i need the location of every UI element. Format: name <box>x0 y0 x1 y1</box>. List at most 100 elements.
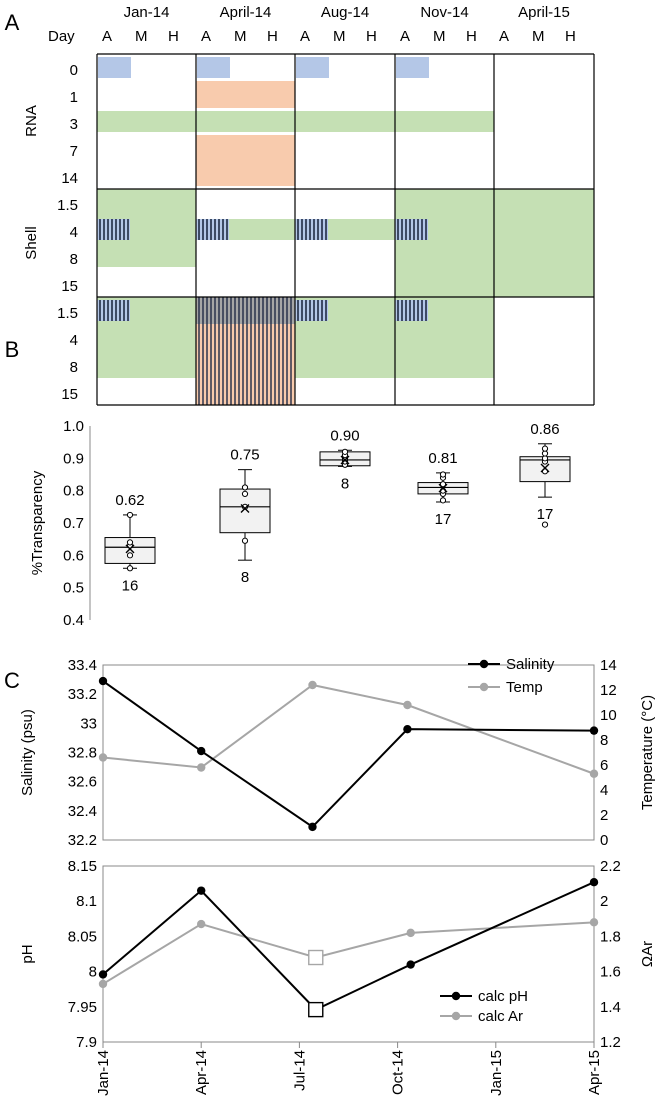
series-point <box>98 979 108 989</box>
right-tick-label: 1.6 <box>600 964 621 981</box>
g3-striped-cell <box>395 300 428 321</box>
sample-size-label: 8 <box>241 569 249 586</box>
data-point <box>241 490 249 497</box>
data-point <box>126 552 134 559</box>
shell-striped-cell <box>395 219 428 240</box>
y-tick-label: 0.8 <box>63 483 84 500</box>
rna-day1-cell <box>196 81 295 108</box>
mean-marker <box>340 455 350 465</box>
left-axis-label: Salinity (psu) <box>19 709 36 796</box>
plot-frame <box>102 865 595 1043</box>
legend-marker <box>479 682 489 692</box>
left-tick-label: 8.1 <box>76 893 97 910</box>
right-axis-label: ΩAr <box>639 941 656 967</box>
right-axis-label: Temperature (°C) <box>639 695 656 810</box>
right-tick-label: 1.8 <box>600 928 621 945</box>
right-tick-label: 0 <box>600 832 608 849</box>
subcol-header: M <box>333 28 346 45</box>
legend-marker <box>479 659 489 669</box>
data-point <box>541 521 549 528</box>
month-header: April-15 <box>518 4 570 21</box>
left-tick-label: 32.8 <box>68 745 97 762</box>
y-axis-label: %Transparency <box>29 470 46 575</box>
left-axis-label: pH <box>19 944 36 963</box>
series-point <box>589 877 599 887</box>
y-tick-label: 1.0 <box>63 418 84 435</box>
mean-value-label: 0.75 <box>230 447 259 464</box>
month-header: Jan-14 <box>124 4 170 21</box>
g3-striped-cell <box>97 300 130 321</box>
legend-label: Salinity <box>506 656 555 673</box>
plot-frame <box>102 664 595 841</box>
rna-day0-cell <box>98 57 131 78</box>
group-label-rna: RNA <box>23 105 40 137</box>
subcol-header: M <box>532 28 545 45</box>
series-point <box>406 960 415 969</box>
right-tick-label: 2.2 <box>600 858 621 875</box>
data-point <box>126 539 134 546</box>
panel-a-schedule: A Day Jan-14 April-14 Aug-14 Nov-14 April-15 A M… <box>5 4 595 406</box>
subcol-header: M <box>234 28 247 45</box>
day-label: 4 <box>70 224 78 241</box>
series-point <box>197 919 206 929</box>
series-point <box>98 753 108 762</box>
day-label: 8 <box>70 359 78 376</box>
data-point <box>341 448 349 455</box>
day-header: Day <box>48 28 75 45</box>
mean-marker <box>438 483 448 493</box>
y-tick-label: 0.6 <box>63 547 84 564</box>
series-point <box>98 676 108 686</box>
legend-marker <box>451 991 461 1001</box>
series-point <box>403 700 412 710</box>
series-point <box>308 822 317 832</box>
x-tick-label: Oct-14 <box>390 1050 407 1095</box>
day-label: 1.5 <box>57 197 78 214</box>
rna-day0-cell <box>396 57 429 78</box>
mean-value-label: 0.81 <box>428 450 457 467</box>
shell-striped-cell <box>97 219 130 240</box>
subcol-header: H <box>565 28 576 45</box>
right-tick-label: 2 <box>600 893 608 910</box>
subcol-header: A <box>400 28 410 45</box>
right-tick-label: 6 <box>600 757 608 774</box>
subcol-header: A <box>201 28 211 45</box>
sample-size-label: 17 <box>435 511 452 528</box>
rna-day7-14-cell <box>196 135 295 186</box>
data-point <box>439 497 447 504</box>
day-label: 4 <box>70 332 78 349</box>
panel-b-boxplot: B 1.0 0.9 0.8 0.7 0.6 0.5 0.4 %Transparency 0.62 1… <box>5 337 571 629</box>
x-tick-label: Jul-14 <box>291 1050 308 1091</box>
day-label: 1.5 <box>57 305 78 322</box>
y-tick-label: 0.5 <box>63 580 84 597</box>
g3-striped-cell <box>295 300 328 321</box>
subcol-header: H <box>267 28 278 45</box>
x-tick-label: Apr-15 <box>586 1050 603 1095</box>
left-tick-label: 33.2 <box>68 686 97 703</box>
left-tick-label: 8.15 <box>68 858 97 875</box>
right-tick-label: 12 <box>600 682 617 699</box>
day-label: 15 <box>61 278 78 295</box>
shell-striped-cell <box>295 219 328 240</box>
series-point <box>197 763 206 772</box>
data-point <box>241 484 249 491</box>
subcol-header: H <box>466 28 477 45</box>
left-tick-label: 32.2 <box>68 832 97 849</box>
subcol-header: H <box>366 28 377 45</box>
left-tick-label: 8.05 <box>68 928 97 945</box>
x-tick-label: Jan-15 <box>488 1050 505 1096</box>
series-point <box>403 724 412 734</box>
data-point <box>126 565 134 572</box>
y-tick-label: 0.7 <box>63 515 84 532</box>
right-tick-label: 14 <box>600 657 617 674</box>
shell-striped-cell <box>196 219 229 240</box>
legend-marker <box>451 1011 461 1021</box>
day-label: 7 <box>70 143 78 160</box>
left-tick-label: 33.4 <box>68 657 97 674</box>
left-tick-label: 7.9 <box>76 1034 97 1051</box>
subcol-header: A <box>102 28 112 45</box>
left-tick-label: 33 <box>80 715 97 732</box>
subcol-header: A <box>300 28 310 45</box>
mean-marker <box>240 503 250 513</box>
right-tick-label: 10 <box>600 707 617 724</box>
